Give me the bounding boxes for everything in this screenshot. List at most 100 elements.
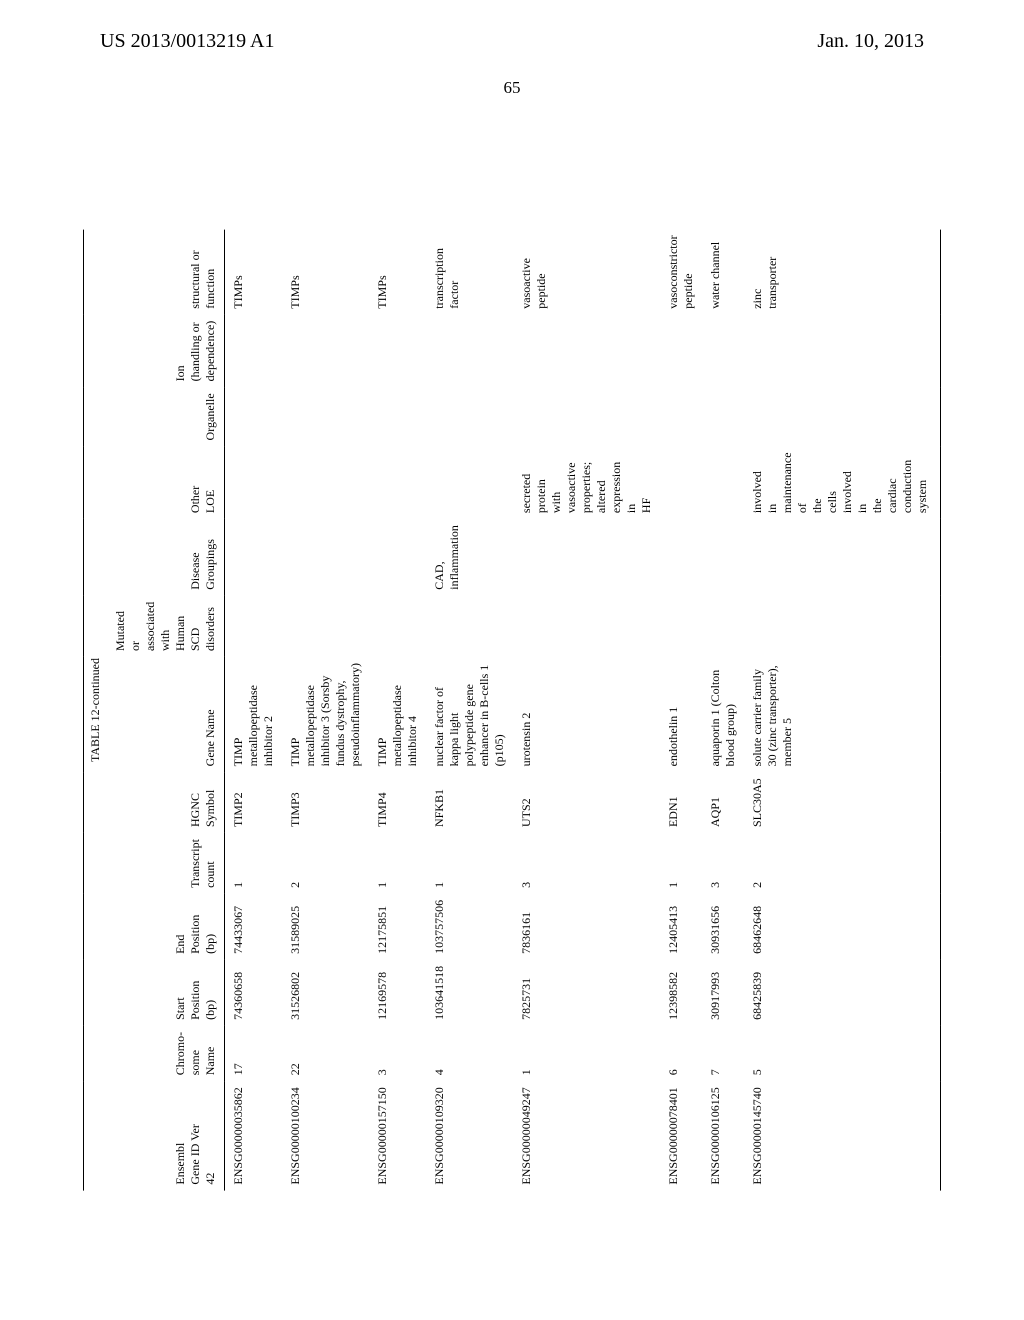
cell-mutated <box>702 596 744 657</box>
cell-gene_name: nuclear factor of kappa light polypeptid… <box>426 657 513 772</box>
cell-ensembl: ENSG00000145740 <box>744 1081 941 1190</box>
cell-mutated <box>744 596 941 657</box>
cell-ion <box>369 315 426 388</box>
cell-loe <box>369 446 426 519</box>
cell-start: 30917993 <box>702 960 744 1026</box>
table-row: ENSG00000078401612398582124054131EDN1end… <box>660 229 702 1190</box>
col-loe: OtherLOE <box>109 446 225 519</box>
cell-loe <box>702 446 744 519</box>
cell-func: TIMPs <box>282 229 369 314</box>
cell-ion <box>660 315 702 388</box>
cell-mutated <box>660 596 702 657</box>
data-table: TABLE 12-continued EnsemblGene ID Ver42 … <box>83 229 941 1190</box>
cell-ensembl: ENSG00000100234 <box>282 1081 369 1190</box>
cell-disease <box>282 519 369 596</box>
cell-ion <box>426 315 513 388</box>
cell-tc: 1 <box>369 833 426 894</box>
table-caption: TABLE 12-continued <box>84 229 110 1190</box>
cell-hgnc: SLC30A5 <box>744 772 941 833</box>
publication-number: US 2013/0013219 A1 <box>100 30 274 53</box>
cell-disease <box>225 519 283 596</box>
cell-tc: 1 <box>426 833 513 894</box>
cell-chromo: 22 <box>282 1026 369 1081</box>
cell-start: 74360658 <box>225 960 283 1026</box>
cell-ion <box>513 315 660 388</box>
col-func: structural orfunction <box>109 229 225 314</box>
cell-gene_name: TIMP metallopeptidase inhibitor 2 <box>225 657 283 772</box>
cell-hgnc: AQP1 <box>702 772 744 833</box>
cell-hgnc: TIMP2 <box>225 772 283 833</box>
cell-loe <box>225 446 283 519</box>
cell-gene_name: TIMP metallopeptidase inhibitor 3 (Sorsb… <box>282 657 369 772</box>
cell-organelle <box>513 387 660 446</box>
cell-mutated <box>225 596 283 657</box>
cell-tc: 3 <box>513 833 660 894</box>
col-mutated: Mutated orassociatedwith HumanSCDdisorde… <box>109 596 225 657</box>
cell-disease <box>702 519 744 596</box>
cell-hgnc: UTS2 <box>513 772 660 833</box>
cell-gene_name: solute carrier family 30 (zinc transport… <box>744 657 941 772</box>
table-row: ENSG00000157150312169578121758511TIMP4TI… <box>369 229 426 1190</box>
cell-ensembl: ENSG00000078401 <box>660 1081 702 1190</box>
cell-mutated <box>426 596 513 657</box>
table-body: ENSG000000358621774360658744330671TIMP2T… <box>225 229 941 1190</box>
cell-organelle <box>660 387 702 446</box>
table-row: ENSG000000492471782573178361613UTS2urote… <box>513 229 660 1190</box>
cell-ensembl: ENSG00000106125 <box>702 1081 744 1190</box>
cell-func: TIMPs <box>225 229 283 314</box>
table-row: ENSG0000010932041036415181037575061NFKB1… <box>426 229 513 1190</box>
col-hgnc: HGNCSymbol <box>109 772 225 833</box>
cell-gene_name: TIMP metallopeptidase inhibitor 4 <box>369 657 426 772</box>
cell-hgnc: EDN1 <box>660 772 702 833</box>
publication-date: Jan. 10, 2013 <box>817 30 924 53</box>
table-row: ENSG000000358621774360658744330671TIMP2T… <box>225 229 283 1190</box>
cell-organelle <box>225 387 283 446</box>
cell-end: 68462648 <box>744 894 941 960</box>
col-start: StartPosition(bp) <box>109 960 225 1026</box>
cell-ion <box>702 315 744 388</box>
cell-func: vasoactive peptide <box>513 229 660 314</box>
page: US 2013/0013219 A1 Jan. 10, 2013 65 TABL… <box>0 0 1024 1320</box>
cell-mutated <box>369 596 426 657</box>
table-row: ENSG00000106125730917993309316563AQP1aqu… <box>702 229 744 1190</box>
cell-end: 31589025 <box>282 894 369 960</box>
col-organelle: Organelle <box>109 387 225 446</box>
cell-ion <box>225 315 283 388</box>
col-gene: Gene Name <box>109 657 225 772</box>
cell-loe <box>660 446 702 519</box>
table-wrapper: TABLE 12-continued EnsemblGene ID Ver42 … <box>83 229 941 1190</box>
cell-tc: 2 <box>282 833 369 894</box>
cell-ion <box>282 315 369 388</box>
table-header-row: EnsemblGene ID Ver42 Chromo-someName Sta… <box>109 229 225 1190</box>
cell-disease <box>513 519 660 596</box>
cell-end: 12175851 <box>369 894 426 960</box>
cell-loe <box>282 446 369 519</box>
cell-chromo: 7 <box>702 1026 744 1081</box>
cell-loe: secretedproteinwithvasoactiveproperties;… <box>513 446 660 519</box>
cell-organelle <box>282 387 369 446</box>
cell-start: 12398582 <box>660 960 702 1026</box>
cell-start: 12169578 <box>369 960 426 1026</box>
cell-disease <box>660 519 702 596</box>
cell-tc: 1 <box>225 833 283 894</box>
col-disease: DiseaseGroupings <box>109 519 225 596</box>
cell-organelle <box>426 387 513 446</box>
cell-loe: involvedinmaintenanceofthecellsinvolvedi… <box>744 446 941 519</box>
col-ion: Ion(handling ordependence) <box>109 315 225 388</box>
cell-tc: 1 <box>660 833 702 894</box>
cell-hgnc: NFKB1 <box>426 772 513 833</box>
cell-organelle <box>702 387 744 446</box>
cell-chromo: 6 <box>660 1026 702 1081</box>
cell-end: 12405413 <box>660 894 702 960</box>
page-number: 65 <box>0 78 1024 98</box>
cell-organelle <box>744 387 941 446</box>
cell-start: 68425839 <box>744 960 941 1026</box>
cell-end: 30931656 <box>702 894 744 960</box>
col-tc: Transcriptcount <box>109 833 225 894</box>
cell-start: 7825731 <box>513 960 660 1026</box>
cell-func: vasoconstrictor peptide <box>660 229 702 314</box>
cell-func: transcription factor <box>426 229 513 314</box>
cell-disease: CAD, inflammation <box>426 519 513 596</box>
cell-chromo: 3 <box>369 1026 426 1081</box>
cell-tc: 3 <box>702 833 744 894</box>
